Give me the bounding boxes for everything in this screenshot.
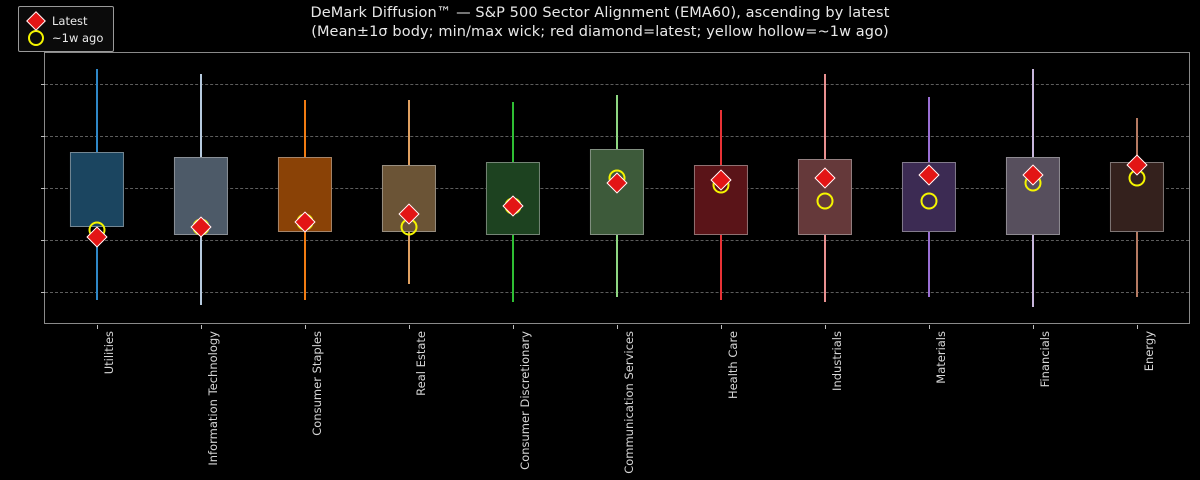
- legend-label-latest: Latest: [52, 13, 88, 28]
- chart-title-line-1: DeMark Diffusion™ — S&P 500 Sector Align…: [310, 5, 890, 21]
- x-axis-tick-mark: [97, 325, 98, 329]
- y-axis-tick-mark: [41, 188, 45, 189]
- x-axis-tick-mark: [409, 325, 410, 329]
- x-axis-label: Real Estate: [414, 331, 428, 396]
- x-axis-label: Materials: [934, 331, 948, 384]
- sector-group[interactable]: Industrials: [773, 53, 877, 391]
- week-ago-marker: [920, 192, 938, 210]
- sector-group[interactable]: Consumer Staples: [253, 53, 357, 436]
- x-axis-tick-mark: [825, 325, 826, 329]
- chart-legend: Latest ~1w ago: [18, 6, 115, 52]
- sector-group[interactable]: Health Care: [669, 53, 773, 399]
- sector-group[interactable]: Materials: [877, 53, 981, 384]
- yellow-hollow-circle-icon: [26, 29, 46, 46]
- mean-sigma-body[interactable]: [69, 151, 125, 227]
- sector-group[interactable]: Real Estate: [357, 53, 461, 396]
- chart-title: DeMark Diffusion™ — S&P 500 Sector Align…: [0, 4, 1200, 42]
- sector-group[interactable]: Energy: [1085, 53, 1189, 371]
- x-axis-label: Industrials: [830, 331, 844, 391]
- legend-item-latest: Latest: [26, 10, 103, 31]
- y-axis-tick-mark: [41, 239, 45, 241]
- x-axis-tick-mark: [617, 325, 618, 329]
- mean-sigma-body[interactable]: [1109, 162, 1165, 233]
- x-axis-tick-mark: [513, 325, 514, 329]
- x-axis-label: Financials: [1038, 331, 1052, 388]
- y-axis-tick-mark: [41, 291, 45, 293]
- week-ago-marker: [816, 192, 834, 210]
- legend-item-week-ago: ~1w ago: [26, 29, 103, 46]
- y-axis-tick-mark: [41, 136, 45, 138]
- x-axis-label: Consumer Discretionary: [518, 331, 532, 470]
- x-axis-label: Communication Services: [622, 331, 636, 474]
- x-axis-label: Energy: [1142, 331, 1156, 372]
- x-axis-label: Health Care: [726, 331, 740, 400]
- x-axis-tick-mark: [201, 325, 202, 329]
- plot-area: 40200-20-40UtilitiesInformation Technolo…: [41, 52, 1190, 474]
- x-axis-tick-mark: [929, 325, 930, 329]
- plot-inner: 40200-20-40UtilitiesInformation Technolo…: [41, 53, 1189, 474]
- x-axis-tick-mark: [1033, 325, 1034, 329]
- legend-label-week-ago: ~1w ago: [52, 30, 104, 45]
- sector-group[interactable]: Communication Services: [565, 53, 669, 474]
- y-axis-tick-mark: [41, 84, 45, 86]
- red-diamond-icon: [26, 10, 46, 31]
- sector-group[interactable]: Utilities: [45, 53, 149, 374]
- x-axis-label: Utilities: [102, 331, 116, 375]
- sector-group[interactable]: Information Technology: [149, 53, 253, 466]
- x-axis-tick-mark: [1137, 325, 1138, 329]
- sector-group[interactable]: Consumer Discretionary: [461, 53, 565, 470]
- x-axis-label: Consumer Staples: [310, 331, 324, 436]
- x-axis-label: Information Technology: [206, 331, 220, 466]
- chart-title-line-2: (Mean±1σ body; min/max wick; red diamond…: [311, 24, 889, 40]
- gridline: [45, 84, 1189, 86]
- x-axis-tick-mark: [721, 325, 722, 329]
- sector-group[interactable]: Financials: [981, 53, 1085, 387]
- x-axis-tick-mark: [305, 325, 306, 329]
